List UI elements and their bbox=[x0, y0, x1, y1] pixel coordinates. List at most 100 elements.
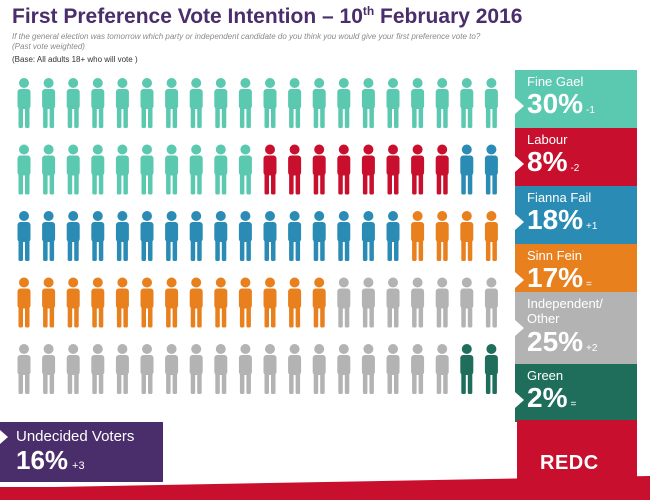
panel-party-name: Fine Gael bbox=[527, 74, 584, 89]
person-icon-sinn-fein bbox=[484, 211, 498, 261]
base-note: (Base: All adults 18+ who will vote ) bbox=[12, 55, 138, 64]
panel-change: -2 bbox=[570, 163, 580, 174]
panel-party-name: Sinn Fein bbox=[527, 248, 582, 263]
person-icon-fine-gael bbox=[361, 78, 375, 128]
person-icon-fine-gael bbox=[214, 144, 228, 195]
person-icon-fine-gael bbox=[288, 78, 302, 128]
person-icon-independent-other bbox=[460, 277, 474, 328]
undecided-change: +3 bbox=[72, 460, 85, 472]
person-icon-fine-gael bbox=[189, 78, 203, 128]
person-icon-fine-gael bbox=[140, 144, 154, 195]
person-icon-sinn-fein bbox=[312, 277, 326, 328]
person-icon-green bbox=[484, 344, 498, 394]
person-icon-fine-gael bbox=[263, 78, 277, 128]
person-icon-independent-other bbox=[42, 344, 56, 394]
page-title: First Preference Vote Intention – 10th F… bbox=[12, 4, 522, 29]
panel-party-name: Fianna Fail bbox=[527, 190, 592, 205]
person-icon-fine-gael bbox=[91, 78, 105, 128]
title-text-end: February 2016 bbox=[374, 5, 523, 28]
person-icon-fianna-fail bbox=[263, 211, 277, 261]
person-icon-independent-other bbox=[238, 344, 252, 394]
person-icon-fine-gael bbox=[66, 144, 80, 195]
panel-percent: 25% bbox=[527, 326, 584, 357]
person-icon-sinn-fein bbox=[189, 277, 203, 328]
person-icon-fianna-fail bbox=[214, 211, 228, 261]
person-icon-sinn-fein bbox=[238, 277, 252, 328]
panel-percent: 8% bbox=[527, 146, 568, 177]
panel-percent: 2% bbox=[527, 382, 568, 413]
person-icon-independent-other bbox=[214, 344, 228, 394]
person-icon-fine-gael bbox=[337, 78, 351, 128]
person-icon-fine-gael bbox=[42, 144, 56, 195]
title-superscript: th bbox=[362, 4, 375, 18]
panel-party-name: Green bbox=[527, 368, 564, 383]
person-icon-independent-other bbox=[386, 277, 400, 328]
person-icon-sinn-fein bbox=[42, 277, 56, 328]
person-icon-labour bbox=[361, 144, 375, 195]
person-icon-independent-other bbox=[484, 277, 498, 328]
person-icon-fine-gael bbox=[238, 144, 252, 195]
person-icon-fine-gael bbox=[165, 144, 179, 195]
person-icon-fine-gael bbox=[460, 78, 474, 128]
redc-logo: REDC bbox=[540, 452, 599, 474]
person-icon-independent-other bbox=[435, 344, 449, 394]
person-icon-fine-gael bbox=[484, 78, 498, 128]
person-icon-independent-other bbox=[337, 277, 351, 328]
person-icon-sinn-fein bbox=[288, 277, 302, 328]
person-icon-independent-other bbox=[66, 344, 80, 394]
person-icon-fianna-fail bbox=[288, 211, 302, 261]
person-icon-independent-other bbox=[435, 277, 449, 328]
person-icon-independent-other bbox=[337, 344, 351, 394]
legend-panel-fianna-fail: Fianna Fail 18% +1 bbox=[515, 186, 637, 244]
person-icon-independent-other bbox=[189, 344, 203, 394]
person-icon-labour bbox=[288, 144, 302, 195]
person-icon-labour bbox=[263, 144, 277, 195]
person-icon-fine-gael bbox=[214, 78, 228, 128]
person-icon-fianna-fail bbox=[91, 211, 105, 261]
person-icon-fianna-fail bbox=[484, 144, 498, 195]
panel-change: = bbox=[570, 399, 577, 410]
subtitle: If the general election was tomorrow whi… bbox=[12, 32, 481, 51]
person-icon-fine-gael bbox=[66, 78, 80, 128]
person-icon-independent-other bbox=[411, 277, 425, 328]
person-icon-sinn-fein bbox=[91, 277, 105, 328]
person-icon-sinn-fein bbox=[263, 277, 277, 328]
person-icon-fianna-fail bbox=[66, 211, 80, 261]
person-icon-fianna-fail bbox=[361, 211, 375, 261]
person-icon-sinn-fein bbox=[435, 211, 449, 261]
person-icon-independent-other bbox=[411, 344, 425, 394]
panel-party-name: Labour bbox=[527, 132, 568, 147]
logo-block bbox=[517, 420, 637, 500]
person-icon-fianna-fail bbox=[386, 211, 400, 261]
person-icon-fianna-fail bbox=[17, 211, 31, 261]
person-icon-fine-gael bbox=[115, 144, 129, 195]
panel-party-name: Independent/ Other bbox=[527, 296, 603, 326]
footer-bar bbox=[0, 487, 650, 500]
person-icon-sinn-fein bbox=[460, 211, 474, 261]
person-icon-independent-other bbox=[288, 344, 302, 394]
panel-percent: 17% bbox=[527, 262, 584, 293]
person-icon-fine-gael bbox=[140, 78, 154, 128]
legend-panel-independent-other: Independent/ Other 25% +2 bbox=[515, 292, 637, 370]
panel-change: -1 bbox=[586, 105, 595, 116]
person-icon-fine-gael bbox=[386, 78, 400, 128]
person-icon-fianna-fail bbox=[115, 211, 129, 261]
person-icon-fianna-fail bbox=[460, 144, 474, 195]
panel-change: +2 bbox=[586, 343, 598, 354]
person-icon-independent-other bbox=[386, 344, 400, 394]
person-icon-labour bbox=[386, 144, 400, 195]
person-icon-independent-other bbox=[140, 344, 154, 394]
person-icon-independent-other bbox=[91, 344, 105, 394]
person-icon-green bbox=[460, 344, 474, 394]
person-icon-independent-other bbox=[115, 344, 129, 394]
undecided-label: Undecided Voters bbox=[16, 428, 135, 445]
person-icon-fine-gael bbox=[42, 78, 56, 128]
person-icon-fianna-fail bbox=[140, 211, 154, 261]
panel-change: = bbox=[586, 279, 592, 290]
title-text: First Preference Vote Intention – 10 bbox=[12, 5, 363, 28]
person-icon-fine-gael bbox=[115, 78, 129, 128]
person-icon-fine-gael bbox=[189, 144, 203, 195]
person-icon-independent-other bbox=[165, 344, 179, 394]
legend-panel-fine-gael: Fine Gael 30% -1 bbox=[515, 70, 637, 128]
